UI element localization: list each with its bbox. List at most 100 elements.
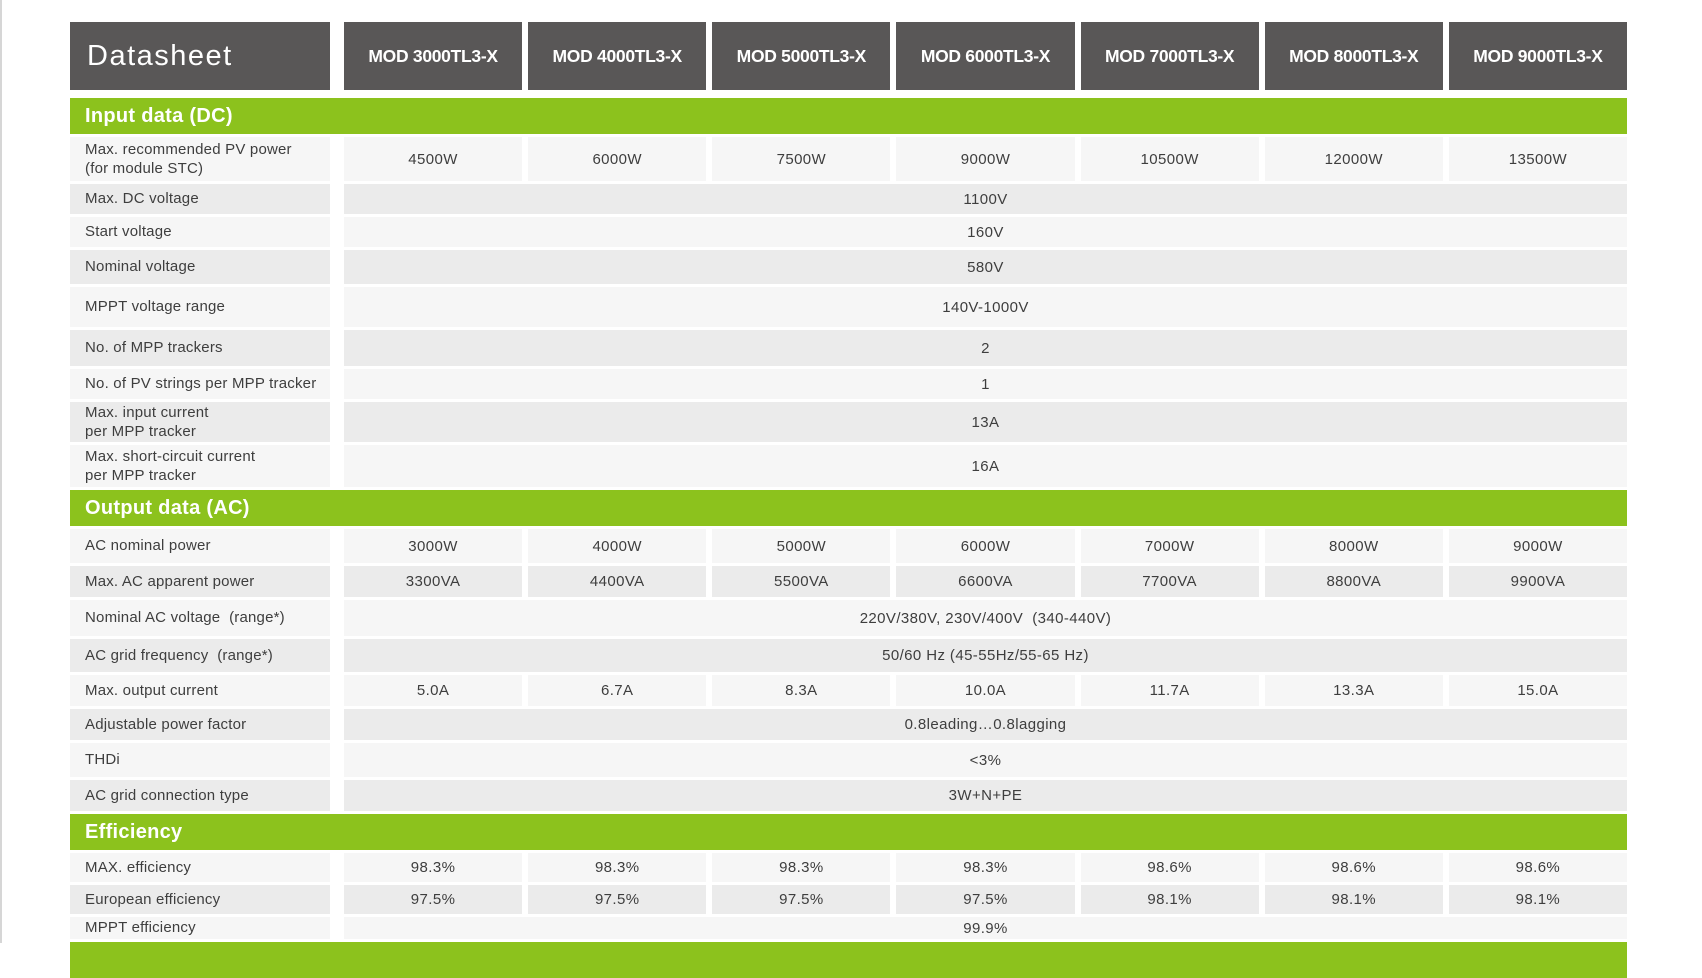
row-values: 220V/380V, 230V/400V (340-440V) [344,600,1627,636]
row-values: 99.9% [344,917,1627,939]
table-row: MPPT voltage range 140V-1000V [70,287,1627,327]
row-value: 97.5% [344,885,523,914]
row-value: 4000W [528,529,707,563]
row-label: MPPT voltage range [70,287,330,327]
table-row: Adjustable power factor 0.8leading…0.8lag… [70,709,1627,740]
row-values: 140V-1000V [344,287,1627,327]
row-label: AC grid connection type [70,780,330,811]
model-header-7: MOD 9000TL3-X [1448,22,1627,90]
row-value: 9000W [1448,529,1627,563]
table-row: Max. AC apparent power 3300VA 4400VA 5500VA… [70,566,1627,597]
row-value-merged: 160V [344,217,1627,247]
row-value: 98.6% [1080,853,1259,882]
row-label: Max. DC voltage [70,184,330,214]
row-value: 98.3% [344,853,523,882]
row-value: 98.1% [1264,885,1443,914]
row-value-merged: 50/60 Hz (45-55Hz/55-65 Hz) [344,639,1627,672]
row-value: 3000W [344,529,523,563]
row-value-merged: 1 [344,369,1627,399]
table-row: AC grid connection type 3W+N+PE [70,780,1627,811]
row-label: AC nominal power [70,529,330,563]
model-header-2: MOD 4000TL3-X [528,22,707,90]
table-row: AC grid frequency (range*) 50/60 Hz (45-5… [70,639,1627,672]
row-value: 6000W [528,137,707,181]
row-label: No. of PV strings per MPP tracker [70,369,330,399]
row-value: 5500VA [712,566,891,597]
table-row: Start voltage 160V [70,217,1627,247]
model-header-3: MOD 5000TL3-X [712,22,891,90]
section-title: Input data (DC) [85,104,233,127]
table-row: No. of MPP trackers 2 [70,330,1627,366]
row-values: 5.0A 6.7A 8.3A 10.0A 11.7A 13.3A 15.0A [344,675,1627,706]
datasheet-table: Datasheet MOD 3000TL3-X MOD 4000TL3-X MOD … [70,22,1627,978]
datasheet-title: Datasheet [87,39,233,72]
row-value: 15.0A [1448,675,1627,706]
row-value: 12000W [1264,137,1443,181]
row-values: 1100V [344,184,1627,214]
model-header-columns: MOD 3000TL3-X MOD 4000TL3-X MOD 5000TL3-X M… [344,22,1627,90]
row-values: 3300VA 4400VA 5500VA 6600VA 7700VA 8800VA 9900… [344,566,1627,597]
row-label: Max. AC apparent power [70,566,330,597]
table-sections: Input data (DC) Max. recommended PV power… [70,98,1627,939]
table-row: Max. input current per MPP tracker 13A [70,402,1627,442]
row-value: 97.5% [528,885,707,914]
row-value: 97.5% [896,885,1075,914]
row-values: 580V [344,250,1627,284]
row-value: 97.5% [712,885,891,914]
section-header: Input data (DC) [70,98,1627,134]
table-row: Nominal AC voltage (range*) 220V/380V, 23… [70,600,1627,636]
section-title: Efficiency [85,820,183,843]
row-value-merged: 0.8leading…0.8lagging [344,709,1627,740]
section-title: Output data (AC) [85,496,250,519]
row-value: 7000W [1080,529,1259,563]
model-header-6: MOD 8000TL3-X [1264,22,1443,90]
row-value-merged: 580V [344,250,1627,284]
row-value-merged: 1100V [344,184,1627,214]
row-label: Max. output current [70,675,330,706]
row-value-merged: 99.9% [344,917,1627,939]
datasheet-title-cell: Datasheet [70,22,330,90]
model-header-1: MOD 3000TL3-X [344,22,523,90]
row-values: 2 [344,330,1627,366]
row-value: 8800VA [1264,566,1443,597]
row-values: 4500W 6000W 7500W 9000W 10500W 12000W 13500W [344,137,1627,181]
row-values: 0.8leading…0.8lagging [344,709,1627,740]
row-value-merged: 220V/380V, 230V/400V (340-440V) [344,600,1627,636]
row-value: 7500W [712,137,891,181]
table-row: Max. recommended PV power (for module ST… [70,137,1627,181]
row-label: Max. input current per MPP tracker [70,402,330,442]
row-value: 98.3% [528,853,707,882]
row-label: THDi [70,743,330,777]
row-value-merged: 3W+N+PE [344,780,1627,811]
row-values: 16A [344,445,1627,487]
row-label: No. of MPP trackers [70,330,330,366]
table-row: MPPT efficiency 99.9% [70,917,1627,939]
row-label: Max. short-circuit current per MPP track… [70,445,330,487]
table-row: European efficiency 97.5% 97.5% 97.5% 97.5% 9… [70,885,1627,914]
model-header-5: MOD 7000TL3-X [1080,22,1259,90]
row-label: Nominal voltage [70,250,330,284]
row-value: 10500W [1080,137,1259,181]
row-values: 3000W 4000W 5000W 6000W 7000W 8000W 9000W [344,529,1627,563]
row-value: 98.1% [1080,885,1259,914]
row-values: 3W+N+PE [344,780,1627,811]
table-row: Max. output current 5.0A 6.7A 8.3A 10.0A 11.7… [70,675,1627,706]
row-values: 97.5% 97.5% 97.5% 97.5% 98.1% 98.1% 98.1% [344,885,1627,914]
row-value: 98.3% [896,853,1075,882]
row-value: 5.0A [344,675,523,706]
row-value: 4500W [344,137,523,181]
row-value: 6.7A [528,675,707,706]
row-value: 10.0A [896,675,1075,706]
model-header-4: MOD 6000TL3-X [896,22,1075,90]
row-values: 98.3% 98.3% 98.3% 98.3% 98.6% 98.6% 98.6% [344,853,1627,882]
row-label: Start voltage [70,217,330,247]
row-value: 13.3A [1264,675,1443,706]
table-row: THDi <3% [70,743,1627,777]
table-row: No. of PV strings per MPP tracker 1 [70,369,1627,399]
row-value: 98.3% [712,853,891,882]
table-row: Max. short-circuit current per MPP track… [70,445,1627,487]
row-label: MPPT efficiency [70,917,330,939]
row-value: 6600VA [896,566,1075,597]
row-value-merged: 2 [344,330,1627,366]
page-edge-line [0,0,2,943]
